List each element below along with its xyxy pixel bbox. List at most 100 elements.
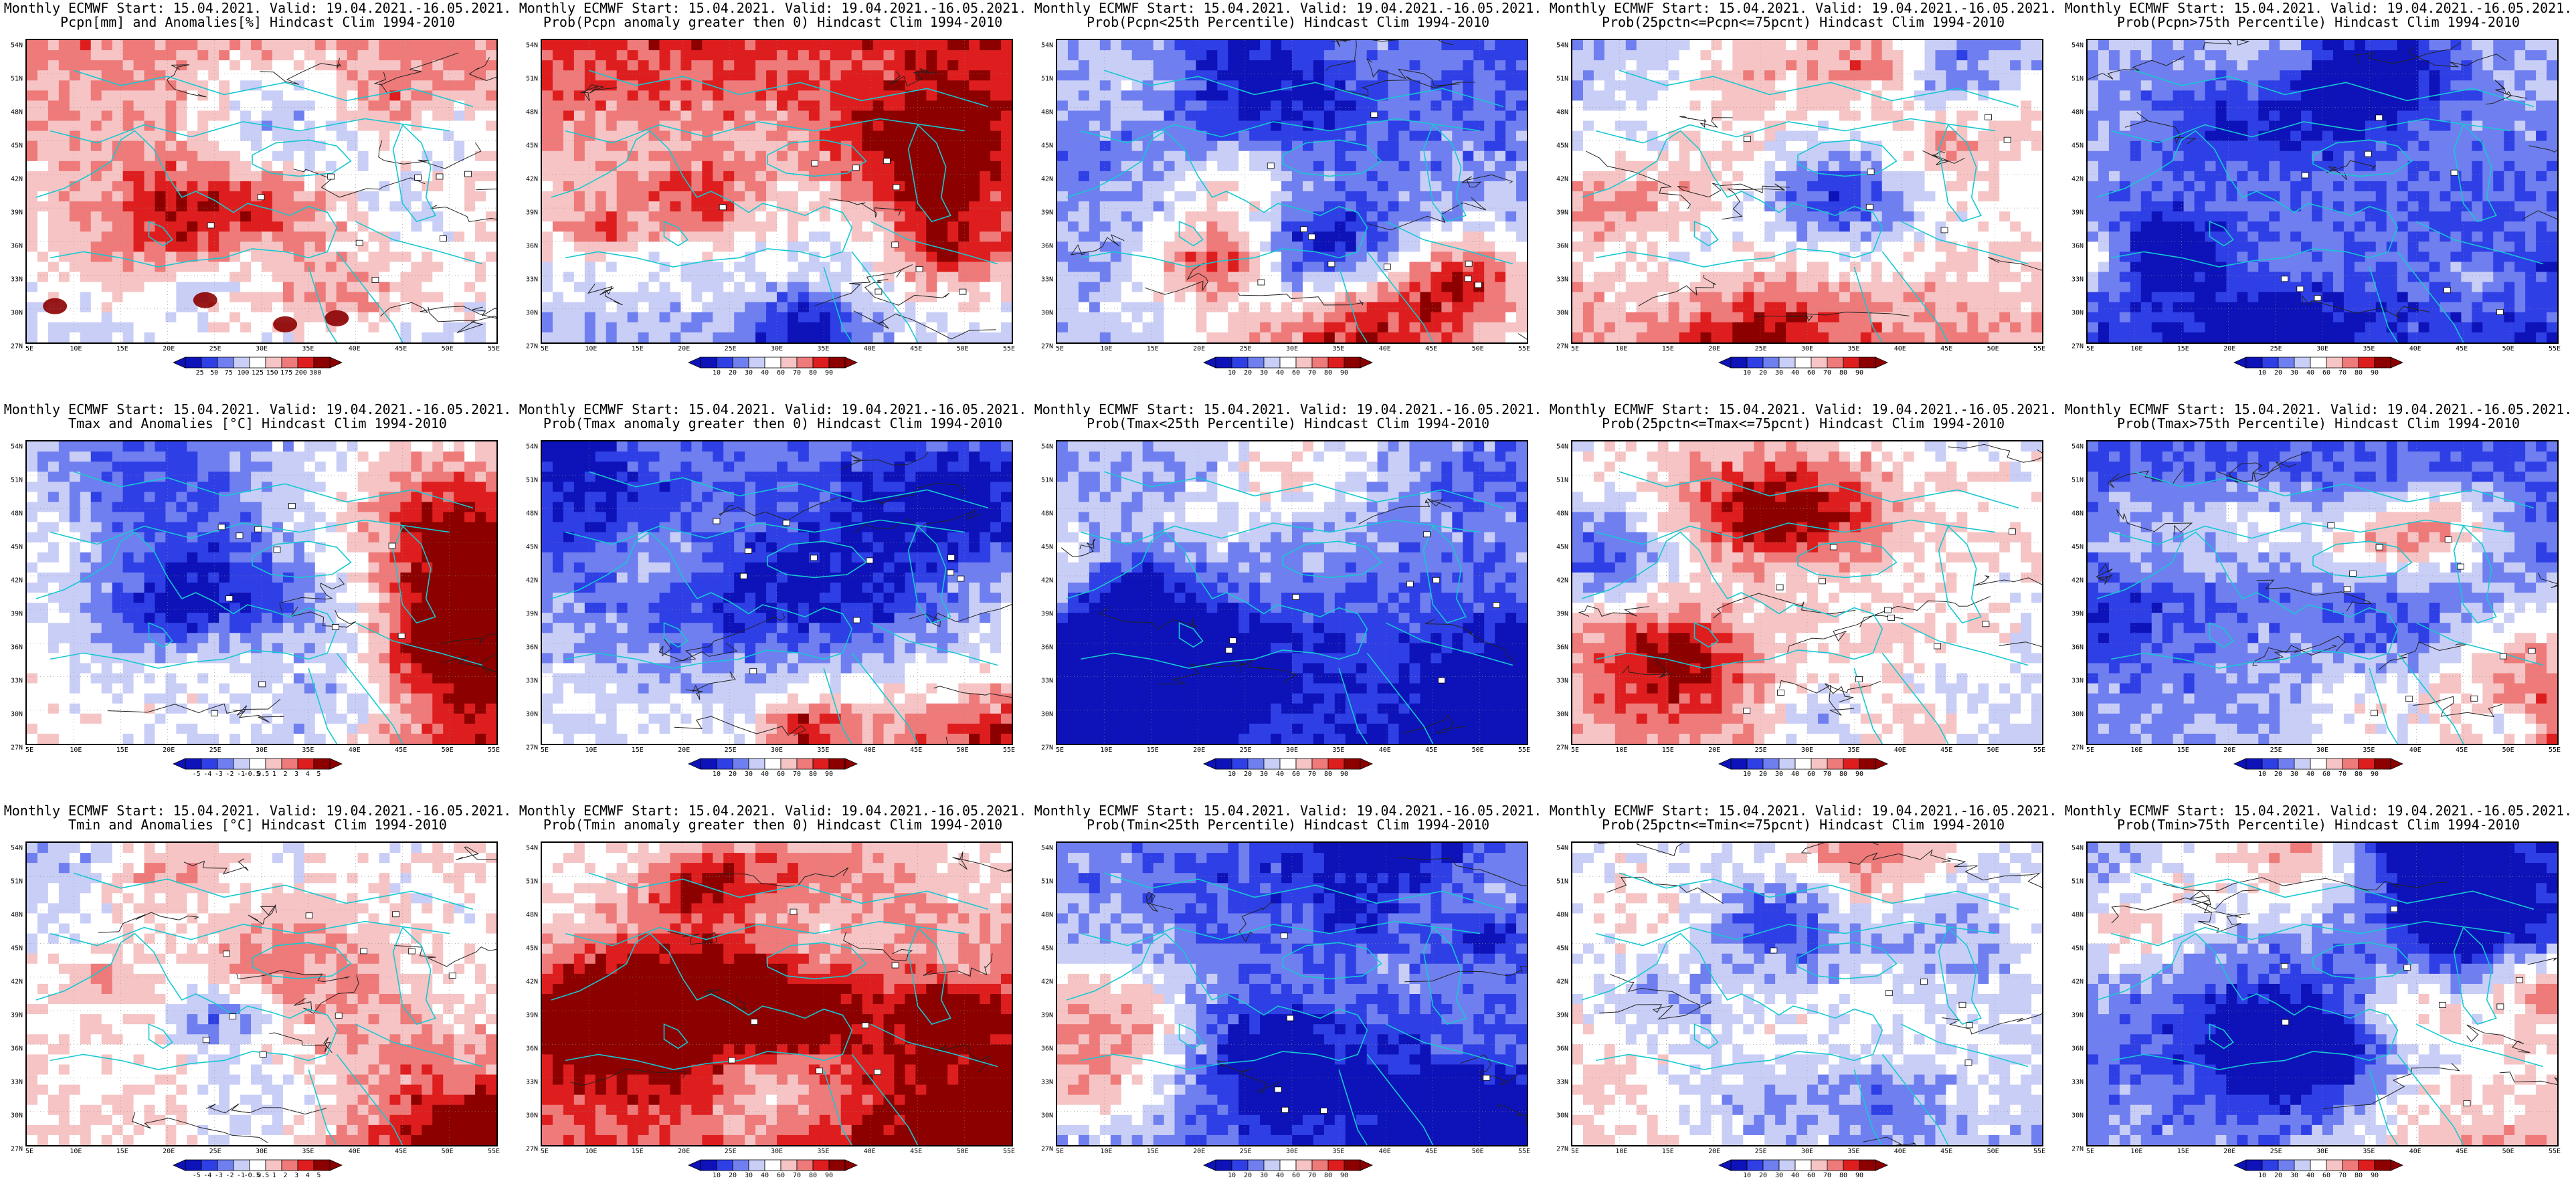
- latitude-labels: 54N 51N 48N 45N 42N 39N 36N 33N 30N 27N: [1030, 841, 1054, 1153]
- latitude-label: 51N: [526, 477, 538, 484]
- longitude-label: 45E: [2456, 1148, 2468, 1155]
- latitude-label: 54N: [11, 845, 23, 852]
- colorbar-tick-label: 40: [761, 1172, 769, 1179]
- panel-title: Monthly ECMWF Start: 15.04.2021. Valid: …: [1030, 403, 1546, 431]
- longitude-label: 30E: [256, 1148, 268, 1155]
- colorbar-legend: 10 20 30 40 60 70 80 90: [1203, 357, 1373, 377]
- longitude-label: 40E: [1894, 746, 1906, 754]
- latitude-label: 33N: [526, 678, 538, 685]
- colorbar-tick-label: 30: [1260, 369, 1268, 377]
- latitude-labels: 54N 51N 48N 45N 42N 39N 36N 33N 30N 27N: [1546, 841, 1570, 1153]
- latitude-label: 45N: [526, 142, 538, 150]
- forecast-panel: Monthly ECMWF Start: 15.04.2021. Valid: …: [2061, 401, 2576, 803]
- panel-title-line1: Monthly ECMWF Start: 15.04.2021. Valid: …: [1030, 403, 1546, 417]
- latitude-label: 30N: [1041, 1112, 1053, 1120]
- longitude-label: 45E: [910, 345, 922, 353]
- latitude-label: 48N: [1041, 109, 1053, 116]
- colorbar-tick-label: 60: [777, 1172, 785, 1179]
- colorbar-tick-label: 90: [1340, 369, 1348, 377]
- colorbar-tick-label: 80: [1324, 1172, 1332, 1179]
- longitude-label: 35E: [302, 345, 314, 353]
- latitude-label: 42N: [1556, 176, 1568, 183]
- longitude-label: 30E: [256, 746, 268, 754]
- longitude-label: 40E: [1379, 345, 1391, 353]
- colorbar-tick-label: 20: [1759, 1172, 1767, 1179]
- latitude-label: 45N: [1041, 945, 1053, 952]
- latitude-label: 51N: [11, 878, 23, 886]
- latitude-label: 30N: [11, 310, 23, 317]
- longitude-labels: 5E 10E 15E 20E 25E 30E 35E 40E 45E 50E 55E: [25, 1148, 500, 1157]
- colorbar-tick-labels: 10 20 30 40 60 70 80 90: [688, 1172, 857, 1180]
- latitude-label: 30N: [1041, 711, 1053, 718]
- latitude-label: 48N: [1556, 510, 1568, 518]
- latitude-label: 48N: [1556, 109, 1568, 116]
- panel-title: Monthly ECMWF Start: 15.04.2021. Valid: …: [0, 1, 515, 29]
- longitude-label: 5E: [2086, 746, 2094, 754]
- longitude-label: 55E: [1518, 1148, 1530, 1155]
- colorbar-tick-labels: 10 20 30 40 60 70 80 90: [1719, 771, 1888, 779]
- forecast-panel: Monthly ECMWF Start: 15.04.2021. Valid: …: [1546, 0, 2061, 401]
- longitude-label: 35E: [302, 746, 314, 754]
- colorbar-tick-label: 4: [306, 771, 310, 778]
- latitude-label: 36N: [1041, 644, 1053, 651]
- colorbar-tick-label: -0.5: [244, 771, 260, 778]
- longitude-label: 20E: [1708, 1148, 1720, 1155]
- latitude-label: 33N: [1041, 678, 1053, 685]
- latitude-labels: 54N 51N 48N 45N 42N 39N 36N 33N 30N 27N: [1546, 39, 1570, 350]
- colorbar-tick-label: 80: [2355, 369, 2363, 377]
- longitude-label: 10E: [1615, 345, 1627, 353]
- latitude-label: 48N: [526, 510, 538, 518]
- longitude-label: 55E: [2033, 1148, 2045, 1155]
- longitude-label: 55E: [1518, 345, 1530, 353]
- latitude-label: 36N: [1041, 243, 1053, 250]
- longitude-label: 5E: [541, 746, 549, 754]
- colorbar-tick-label: 70: [2338, 369, 2347, 377]
- longitude-label: 35E: [302, 1148, 314, 1155]
- longitude-label: 35E: [1847, 746, 1859, 754]
- colorbar-tick-label: 30: [1260, 771, 1268, 778]
- colorbar-legend: 10 20 30 40 60 70 80 90: [688, 1159, 858, 1179]
- longitude-label: 5E: [25, 1148, 33, 1155]
- latitude-label: 30N: [1556, 711, 1568, 718]
- colorbar-tick-label: -1: [237, 771, 245, 778]
- longitude-label: 20E: [1708, 345, 1720, 353]
- longitude-label: 45E: [1425, 345, 1437, 353]
- latitude-label: 33N: [2072, 276, 2084, 284]
- colorbar-tick-label: 90: [1340, 771, 1348, 778]
- latitude-label: 39N: [11, 1012, 23, 1019]
- colorbar-tick-label: 300: [309, 369, 321, 377]
- longitude-label: 15E: [1662, 345, 1674, 353]
- longitude-label: 40E: [864, 1148, 876, 1155]
- panel-title-line2: Prob(Tmax>75th Percentile) Hindcast Clim…: [2061, 417, 2576, 431]
- colorbar-swatches: [173, 758, 343, 770]
- forecast-panel: Monthly ECMWF Start: 15.04.2021. Valid: …: [1030, 0, 1546, 401]
- latitude-label: 33N: [11, 678, 23, 685]
- latitude-label: 27N: [1041, 1146, 1053, 1153]
- longitude-label: 5E: [1571, 1148, 1579, 1155]
- colorbar-legend: 10 20 30 40 60 70 80 90: [2233, 357, 2403, 377]
- latitude-label: 42N: [2072, 577, 2084, 585]
- latitude-label: 30N: [2072, 310, 2084, 317]
- latitude-label: 36N: [1556, 644, 1568, 651]
- colorbar-tick-labels: 10 20 30 40 60 70 80 90: [1204, 369, 1372, 377]
- colorbar-legend: 10 20 30 40 60 70 80 90: [1718, 758, 1888, 778]
- forecast-panel: Monthly ECMWF Start: 15.04.2021. Valid: …: [0, 803, 515, 1204]
- latitude-label: 48N: [11, 109, 23, 116]
- colorbar-tick-label: 80: [1324, 369, 1332, 377]
- colorbar-tick-label: 80: [809, 1172, 817, 1179]
- latitude-label: 42N: [2072, 979, 2084, 986]
- longitude-label: 10E: [1100, 1148, 1112, 1155]
- longitude-label: 50E: [442, 1148, 454, 1155]
- colorbar-tick-label: 70: [1823, 1172, 1831, 1179]
- longitude-label: 5E: [2086, 345, 2094, 353]
- colorbar-tick-labels: 10 20 30 40 60 70 80 90: [688, 369, 857, 377]
- latitude-label: 48N: [526, 109, 538, 116]
- latitude-label: 54N: [1556, 443, 1568, 451]
- latitude-labels: 54N 51N 48N 45N 42N 39N 36N 33N 30N 27N: [0, 841, 24, 1153]
- longitude-label: 40E: [349, 746, 361, 754]
- colorbar-tick-label: 20: [2274, 771, 2282, 778]
- latitude-label: 45N: [2072, 142, 2084, 150]
- longitude-label: 10E: [70, 746, 82, 754]
- longitude-label: 25E: [1755, 746, 1767, 754]
- latitude-label: 39N: [2072, 611, 2084, 618]
